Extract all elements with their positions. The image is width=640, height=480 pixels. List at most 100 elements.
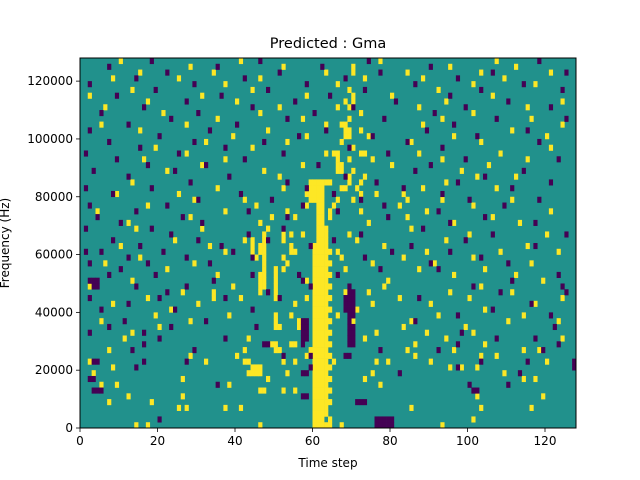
heatmap-cell-high <box>312 300 317 307</box>
heatmap-cell-low <box>266 86 271 93</box>
heatmap-cell-high <box>510 127 515 134</box>
heatmap-cell-high <box>324 225 329 232</box>
heatmap-cell-high <box>316 185 321 192</box>
heatmap-cell-high <box>421 75 426 82</box>
heatmap-cell-high <box>200 162 205 169</box>
heatmap-cell-high <box>258 277 263 284</box>
heatmap-cell-high <box>324 289 329 296</box>
heatmap-cell-low <box>304 335 309 342</box>
heatmap-cell-high <box>479 352 484 359</box>
heatmap-cell-high <box>300 162 306 169</box>
heatmap-cell-low <box>126 254 131 261</box>
heatmap-cell-high <box>320 271 325 278</box>
heatmap-cell-high <box>359 179 364 186</box>
heatmap-cell-high <box>281 63 286 70</box>
heatmap-cell-high <box>335 162 340 169</box>
heatmap-cell-high <box>320 202 325 209</box>
heatmap-cell-high <box>328 283 333 290</box>
heatmap-cell-high <box>312 190 317 198</box>
heatmap-cell-high <box>448 63 453 70</box>
heatmap-cell-high <box>424 248 430 255</box>
heatmap-cell-high <box>347 104 352 111</box>
heatmap-cell-high <box>312 318 317 325</box>
heatmap-cell-high <box>262 243 267 250</box>
heatmap-cell-high <box>281 266 286 273</box>
heatmap-cell-high <box>281 387 286 394</box>
heatmap-cell-high <box>448 364 453 371</box>
heatmap-cell-high <box>242 196 247 203</box>
heatmap-cell-low <box>157 416 162 423</box>
heatmap-cell-high <box>312 283 317 290</box>
heatmap-cell-high <box>560 295 565 302</box>
heatmap-cell-high <box>506 318 511 325</box>
heatmap-cell-high <box>312 375 317 383</box>
heatmap-cell-low <box>556 341 561 348</box>
heatmap-cell-low <box>149 225 154 232</box>
heatmap-cell-high <box>351 196 356 203</box>
heatmap-cell-high <box>498 248 503 255</box>
heatmap-cell-low <box>153 86 158 93</box>
heatmap-cell-high <box>463 323 468 331</box>
heatmap-cell-high <box>316 179 321 186</box>
heatmap-cell-low <box>475 133 480 140</box>
heatmap-cell-high <box>316 335 321 342</box>
heatmap-cell-high <box>374 358 379 365</box>
heatmap-cell-low <box>207 260 213 267</box>
heatmap-cell-high <box>521 312 526 319</box>
heatmap-cell-high <box>316 271 321 278</box>
heatmap-cell-high <box>409 225 414 232</box>
heatmap-cell-high <box>316 237 321 244</box>
heatmap-cell-high <box>351 318 356 325</box>
heatmap-cell-high <box>285 208 290 215</box>
heatmap-cell-low <box>347 341 352 348</box>
heatmap-cell-low <box>494 335 499 342</box>
heatmap-cell-high <box>297 323 302 331</box>
heatmap-cell-high <box>273 312 278 319</box>
heatmap-cell-high <box>324 121 329 128</box>
heatmap-cell-high <box>316 283 321 290</box>
heatmap-cell-high <box>471 110 476 117</box>
heatmap-cell-high <box>324 179 329 186</box>
heatmap-cell-low <box>428 162 433 169</box>
heatmap-cell-high <box>258 364 263 371</box>
heatmap-cell-high <box>537 347 542 354</box>
heatmap-cell-high <box>471 81 476 88</box>
heatmap-cell-high <box>184 404 189 411</box>
heatmap-cell-low <box>142 358 147 365</box>
heatmap-cell-low <box>266 341 271 348</box>
heatmap-cell-high <box>320 312 325 319</box>
heatmap-cell-high <box>114 190 120 198</box>
heatmap-cell-high <box>560 335 565 342</box>
heatmap-cell-high <box>355 185 360 192</box>
heatmap-cell-low <box>87 260 92 267</box>
y-tick-label: 0 <box>65 421 73 435</box>
heatmap-cell-low <box>297 271 302 278</box>
heatmap-cell-low <box>157 133 162 140</box>
heatmap-cell-high <box>312 404 317 411</box>
heatmap-cell-high <box>320 364 325 371</box>
heatmap-cell-high <box>444 335 449 342</box>
heatmap-cell-high <box>421 121 426 128</box>
heatmap-cell-low <box>231 248 236 255</box>
heatmap-cell-low <box>537 196 542 203</box>
heatmap-cell-low <box>300 370 306 377</box>
heatmap-cell-high <box>320 306 325 313</box>
heatmap-cell-low <box>362 86 368 93</box>
heatmap-cell-low <box>300 202 306 209</box>
heatmap-cell-high <box>324 410 329 417</box>
heatmap-cell-high <box>281 185 286 192</box>
heatmap-cell-high <box>188 352 193 359</box>
heatmap-cell-low <box>138 243 143 250</box>
heatmap-cell-low <box>424 127 430 134</box>
heatmap-cell-high <box>316 225 321 232</box>
heatmap-cell-high <box>312 329 317 336</box>
heatmap-cell-high <box>316 347 321 354</box>
heatmap-cell-high <box>324 277 329 284</box>
heatmap-cell-low <box>304 185 309 192</box>
heatmap-cell-low <box>254 323 259 331</box>
heatmap-cell-high <box>428 300 433 307</box>
heatmap-cell-low <box>351 323 356 331</box>
heatmap-cell-low <box>560 86 565 93</box>
heatmap-cell-high <box>483 341 488 348</box>
heatmap-cell-high <box>320 225 325 232</box>
